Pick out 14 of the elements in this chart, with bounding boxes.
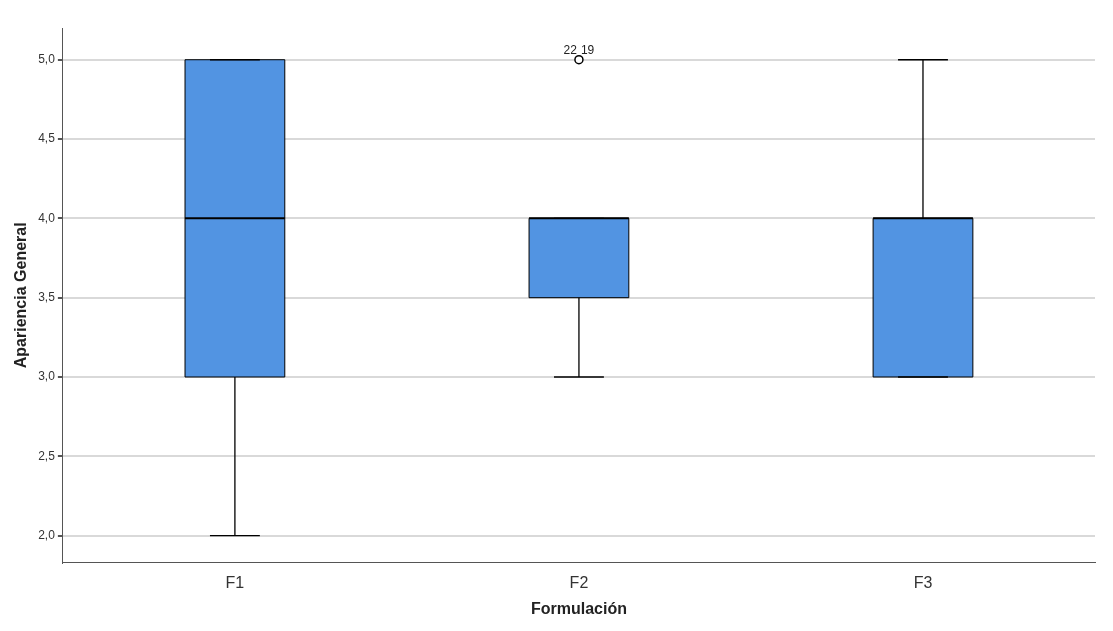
y-tick-label: 4,0 [38,210,56,225]
annotation: 19 [580,43,595,58]
y-tick-label: 5,0 [38,52,56,67]
y-tick-label: 2,5 [38,448,56,463]
x-tick-label: F1 [225,573,245,591]
x-tick-label: F3 [913,573,933,591]
y-axis-title: Apariencia General [12,222,30,369]
annotation: 22 [563,43,578,58]
y-tick-label: 2,0 [38,527,56,542]
y-tick-label: 3,0 [38,369,56,384]
x-axis-title: Formulación [530,599,627,617]
x-tick-label: F2 [569,573,589,591]
y-tick-label: 4,5 [38,131,56,146]
y-tick-label: 3,5 [38,289,56,304]
